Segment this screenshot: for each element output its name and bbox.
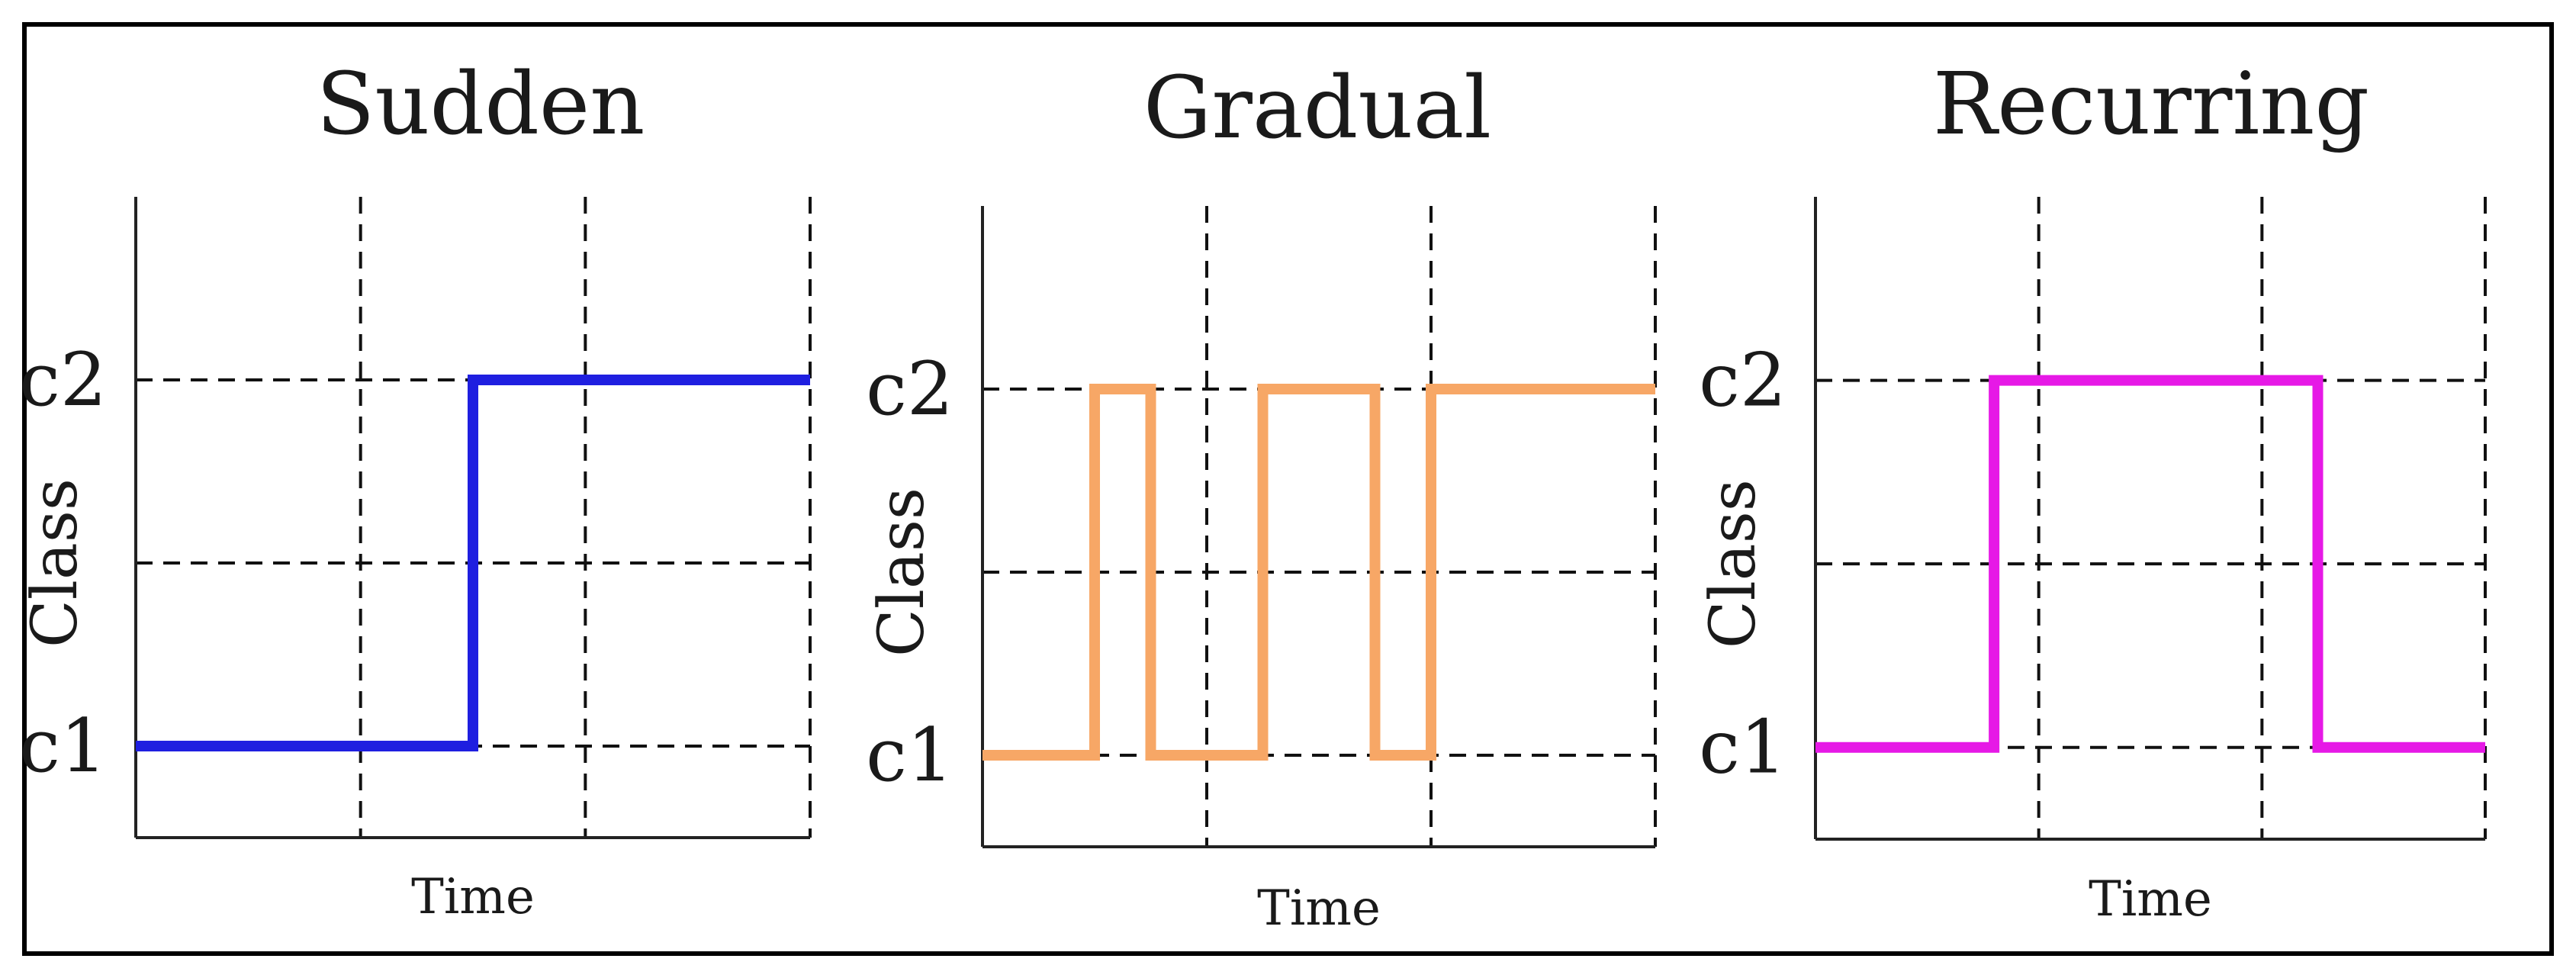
y-tick-label: c1 — [866, 713, 954, 798]
figure-border — [22, 22, 2554, 956]
chart-panel-sudden: Sudden c1 c2 Class Time — [19, 55, 812, 925]
x-axis-label: Time — [2089, 871, 2212, 928]
class-step-line — [136, 375, 810, 751]
y-tick-label: c2 — [1699, 338, 1786, 423]
y-tick-label: c2 — [19, 337, 107, 423]
chart-panel-gradual: Gradual c1 c2 Class Time — [866, 59, 1657, 937]
x-axis-label: Time — [1257, 880, 1381, 937]
y-tick-label: c1 — [1699, 705, 1786, 790]
chart-title: Recurring — [1933, 55, 2369, 154]
chart-title: Gradual — [1143, 59, 1491, 158]
y-tick-label: c1 — [19, 703, 107, 789]
y-axis-label: Class — [866, 487, 938, 657]
x-axis-label: Time — [411, 869, 535, 925]
y-axis-label: Class — [19, 478, 92, 648]
class-step-line — [982, 384, 1655, 761]
chart-title: Sudden — [317, 55, 645, 154]
chart-panel-recurring: Recurring c1 c2 Class Time — [1697, 55, 2487, 928]
class-step-line — [1815, 375, 2485, 753]
y-axis-label: Class — [1697, 479, 1770, 648]
y-tick-label: c2 — [866, 346, 954, 432]
